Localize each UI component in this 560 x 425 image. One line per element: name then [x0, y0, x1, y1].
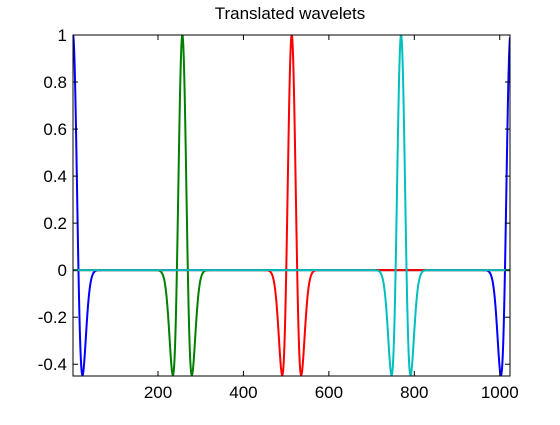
y-axis-ticks: 1 0.8 0.6 0.4 0.2 0 -0.2 -0.4 [38, 26, 510, 374]
x-axis-ticks: 200 400 600 800 1000 [144, 35, 519, 402]
series-layer [73, 35, 510, 376]
y-tick-label: 0.4 [43, 167, 67, 186]
x-tick-label: 400 [229, 383, 257, 402]
x-tick-label: 1000 [481, 383, 519, 402]
series-line-3 [73, 35, 510, 376]
y-tick-label: 0.6 [43, 120, 67, 139]
x-tick-label: 600 [315, 383, 343, 402]
axes-frame [72, 34, 511, 377]
x-tick-label: 200 [144, 383, 172, 402]
y-tick-label: 0.8 [43, 73, 67, 92]
chart-title: Translated wavelets [215, 4, 366, 23]
y-tick-label: 0 [58, 261, 67, 280]
x-tick-label: 800 [400, 383, 428, 402]
y-tick-label: -0.2 [38, 308, 67, 327]
y-tick-label: 1 [58, 26, 67, 45]
y-tick-label: -0.4 [38, 355, 67, 374]
y-tick-label: 0.2 [43, 214, 67, 233]
